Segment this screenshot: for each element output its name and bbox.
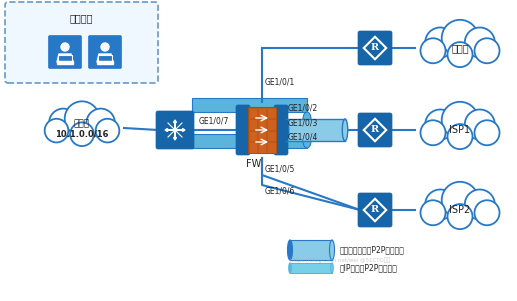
Ellipse shape <box>303 134 311 148</box>
Bar <box>267 119 276 129</box>
Circle shape <box>49 109 78 137</box>
Circle shape <box>65 101 99 136</box>
Text: ISP2: ISP2 <box>449 205 470 215</box>
Bar <box>267 107 276 118</box>
Text: GE1/0/6: GE1/0/6 <box>265 187 295 196</box>
Text: GE1/0/5: GE1/0/5 <box>265 164 295 173</box>
FancyBboxPatch shape <box>358 113 392 147</box>
FancyBboxPatch shape <box>5 2 158 83</box>
Text: GE1/0/1: GE1/0/1 <box>265 77 295 86</box>
Circle shape <box>86 109 115 137</box>
Bar <box>290 263 332 273</box>
Text: 每条链路的最大P2P流量带宽: 每条链路的最大P2P流量带宽 <box>340 246 405 255</box>
Ellipse shape <box>331 263 333 273</box>
Text: R: R <box>371 206 379 215</box>
Circle shape <box>465 27 495 57</box>
Polygon shape <box>58 55 72 61</box>
Bar <box>248 107 276 153</box>
Circle shape <box>448 124 473 149</box>
FancyBboxPatch shape <box>156 111 194 149</box>
FancyBboxPatch shape <box>236 105 250 155</box>
Text: GE1/0/7: GE1/0/7 <box>199 116 229 125</box>
Bar <box>192 98 307 112</box>
FancyBboxPatch shape <box>358 31 392 65</box>
Circle shape <box>442 102 478 138</box>
Bar <box>97 61 113 64</box>
FancyArrow shape <box>175 129 185 132</box>
Ellipse shape <box>283 119 289 141</box>
Circle shape <box>425 190 455 219</box>
Text: 10.1.0.0/16: 10.1.0.0/16 <box>55 129 109 138</box>
Bar <box>249 131 257 141</box>
Circle shape <box>465 110 495 140</box>
Circle shape <box>475 120 499 145</box>
Text: https://blog.csdn.net/wei @51CTO博客: https://blog.csdn.net/wei @51CTO博客 <box>290 257 390 263</box>
Text: 校园网: 校园网 <box>74 119 90 129</box>
Polygon shape <box>57 54 73 62</box>
FancyArrow shape <box>165 129 175 132</box>
Text: R: R <box>371 44 379 52</box>
Text: FW: FW <box>247 159 262 169</box>
Bar <box>258 119 266 129</box>
Polygon shape <box>97 54 113 62</box>
Bar <box>286 119 345 141</box>
Circle shape <box>475 38 499 63</box>
Circle shape <box>448 204 473 229</box>
Text: 上网用户: 上网用户 <box>70 13 93 23</box>
Polygon shape <box>98 55 112 61</box>
Circle shape <box>420 38 446 63</box>
FancyBboxPatch shape <box>88 36 121 69</box>
Circle shape <box>420 200 446 225</box>
Ellipse shape <box>289 263 291 273</box>
FancyArrow shape <box>174 130 176 140</box>
Ellipse shape <box>303 112 311 126</box>
Bar <box>249 119 257 129</box>
Circle shape <box>475 200 499 225</box>
Bar <box>258 142 266 153</box>
Ellipse shape <box>329 240 334 260</box>
Ellipse shape <box>342 119 348 141</box>
Text: 每IP的最大P2P流量带宽: 每IP的最大P2P流量带宽 <box>340 263 398 272</box>
Text: R: R <box>371 126 379 135</box>
Bar <box>258 131 266 141</box>
Text: GE1/0/2: GE1/0/2 <box>288 104 318 113</box>
Bar <box>267 142 276 153</box>
Circle shape <box>442 20 478 56</box>
Circle shape <box>61 43 69 51</box>
Text: GE1/0/3: GE1/0/3 <box>288 119 318 128</box>
Circle shape <box>101 43 109 51</box>
Text: 教育网: 教育网 <box>451 43 469 53</box>
Circle shape <box>70 123 94 146</box>
Circle shape <box>96 119 119 142</box>
Circle shape <box>44 119 68 142</box>
Bar <box>249 142 257 153</box>
FancyBboxPatch shape <box>49 36 82 69</box>
Bar <box>57 61 73 64</box>
Text: GE1/0/4: GE1/0/4 <box>288 132 318 141</box>
Bar <box>290 240 332 260</box>
Bar <box>267 131 276 141</box>
Circle shape <box>448 42 473 67</box>
FancyBboxPatch shape <box>274 105 288 155</box>
Bar <box>192 134 307 148</box>
Ellipse shape <box>287 240 293 260</box>
FancyBboxPatch shape <box>358 193 392 227</box>
Text: ISP1: ISP1 <box>449 125 470 135</box>
Circle shape <box>425 110 455 140</box>
Circle shape <box>442 182 478 219</box>
FancyArrow shape <box>174 120 176 130</box>
Circle shape <box>465 190 495 219</box>
Bar <box>258 107 266 118</box>
Circle shape <box>420 120 446 145</box>
Bar <box>249 107 257 118</box>
Circle shape <box>425 27 455 57</box>
